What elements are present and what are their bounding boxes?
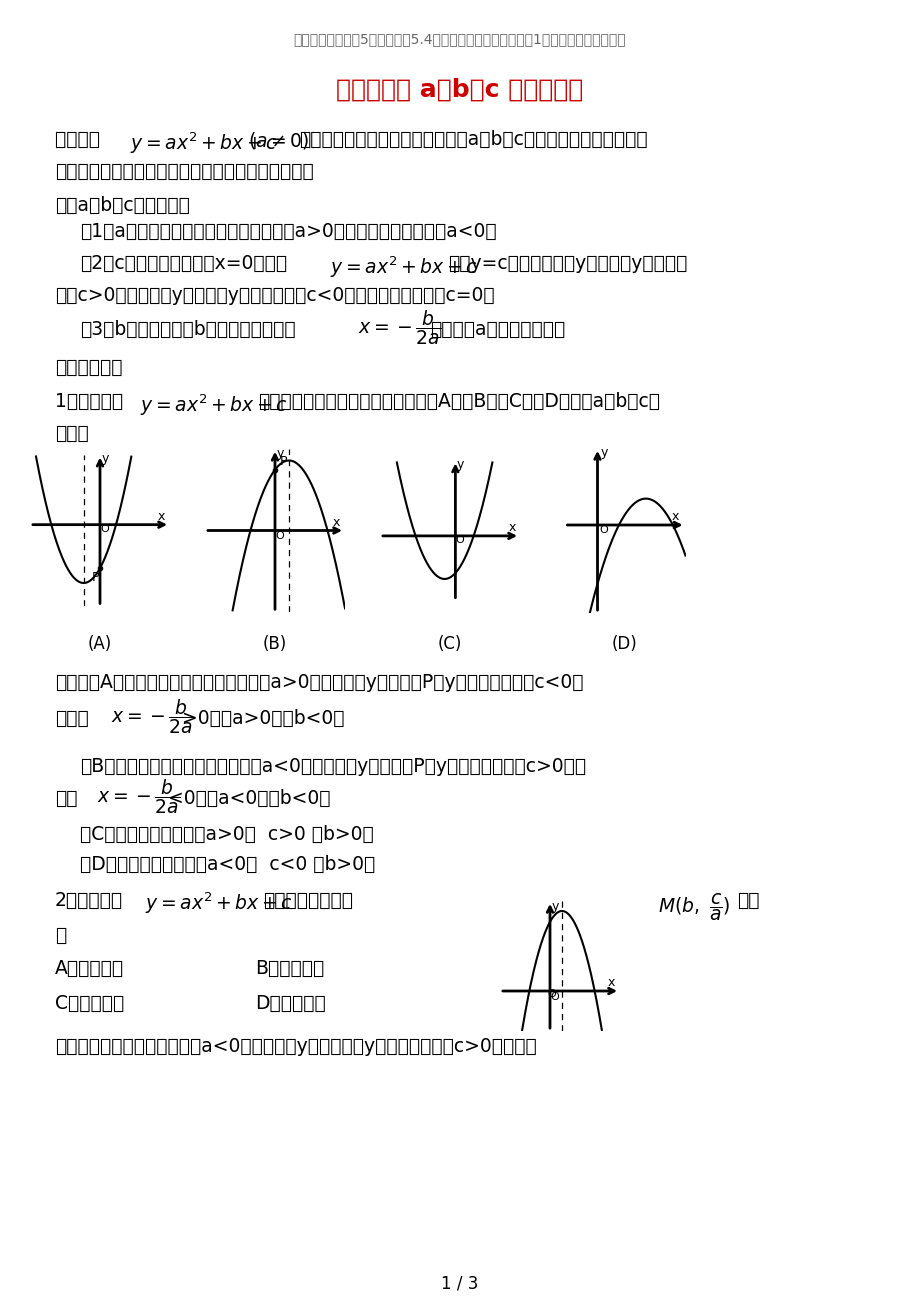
Text: 二次函数: 二次函数 (55, 130, 106, 148)
Text: 对称轴: 对称轴 (55, 710, 88, 728)
Text: 1、二次函数: 1、二次函数 (55, 392, 123, 411)
Text: 一、a，b，c符号的确定: 一、a，b，c符号的确定 (55, 197, 189, 215)
Text: O: O (550, 992, 559, 1003)
Text: 分析：抛物线的开口向下，故a<0；抛物线与y轴的交点在y轴的正半轴，故c>0。对称轴: 分析：抛物线的开口向下，故a<0；抛物线与y轴的交点在y轴的正半轴，故c>0。对… (55, 1036, 536, 1056)
Text: D、第四象限: D、第四象限 (255, 993, 325, 1013)
Text: （3）b符号的确定。b的符号要看对称轴: （3）b符号的确定。b的符号要看对称轴 (80, 320, 295, 339)
Text: 称轴: 称轴 (55, 789, 77, 809)
Text: O: O (455, 535, 464, 546)
Text: O: O (598, 525, 607, 535)
Text: x: x (671, 510, 678, 523)
Text: x: x (607, 975, 615, 988)
Text: P: P (92, 572, 99, 585)
Text: 九年级数学下册第5章二次函数5.4二次函数与一元二次方程（1）素材（新版）苏科版: 九年级数学下册第5章二次函数5.4二次函数与一元二次方程（1）素材（新版）苏科版 (293, 33, 626, 46)
Text: 二、应用举例: 二、应用举例 (55, 358, 122, 378)
Text: y: y (457, 458, 464, 471)
Text: y: y (551, 900, 559, 913)
Text: 二次函数中 a，b，c 符号的确定: 二次函数中 a，b，c 符号的确定 (336, 78, 583, 102)
Text: $M(b,\ \dfrac{c}{a})$: $M(b,\ \dfrac{c}{a})$ (657, 891, 730, 923)
Text: B、第二象限: B、第二象限 (255, 960, 323, 978)
Text: P: P (279, 456, 287, 469)
Text: $y=ax^{2}+bx+c$: $y=ax^{2}+bx+c$ (330, 254, 478, 280)
Text: y: y (102, 452, 109, 465)
Text: O: O (547, 990, 556, 999)
Text: 的图象如图，则点: 的图象如图，则点 (263, 891, 353, 910)
Text: （B）图中，抛物线的开口向下，故a<0；抛物线与y轴的交点P在y轴的正半轴，故c>0。对: （B）图中，抛物线的开口向下，故a<0；抛物线与y轴的交点P在y轴的正半轴，故c… (80, 756, 585, 776)
Text: $y=ax^{2}+bx+c$: $y=ax^{2}+bx+c$ (145, 891, 293, 917)
Text: 2、二次函数: 2、二次函数 (55, 891, 123, 910)
Text: 的图象分别如图所示，试分别判断（A）（B）（C）（D）图中a，b，c的: 的图象分别如图所示，试分别判断（A）（B）（C）（D）图中a，b，c的 (257, 392, 659, 411)
Text: A、第一象限: A、第一象限 (55, 960, 124, 978)
Text: 在（: 在（ (736, 891, 759, 910)
Text: $x=-\dfrac{b}{2a}$: $x=-\dfrac{b}{2a}$ (357, 309, 440, 346)
Text: 符号。: 符号。 (55, 424, 88, 443)
Text: （2）c符号的确定。因为x=0时，由: （2）c符号的确定。因为x=0时，由 (80, 254, 287, 273)
Text: 轴，c>0，抛物线与y轴交点在y轴的负半轴，c<0，抛物线经过原点，c=0。: 轴，c>0，抛物线与y轴交点在y轴的负半轴，c<0，抛物线经过原点，c=0。 (55, 286, 494, 305)
Text: 1 / 3: 1 / 3 (441, 1275, 478, 1293)
Text: (A): (A) (88, 635, 112, 654)
Text: O: O (100, 523, 109, 534)
Text: x: x (158, 510, 165, 523)
Text: （1）a符号的确定。抛物线的开口向上，a>0，抛物线的开口向下，a<0。: （1）a符号的确定。抛物线的开口向上，a>0，抛物线的开口向下，a<0。 (80, 223, 496, 241)
Text: ，再结合a的符号来确定。: ，再结合a的符号来确定。 (429, 320, 564, 339)
Text: 的图象是抛物线，利用图象来确定a，b，c的符号，是常见的问题，: 的图象是抛物线，利用图象来确定a，b，c的符号，是常见的问题， (299, 130, 647, 148)
Text: (C): (C) (437, 635, 461, 654)
Text: 分析：（A）图中，抛物线的开口向上，故a>0；抛物线与y轴的交点P在y轴的负半轴，故c<0。: 分析：（A）图中，抛物线的开口向上，故a>0；抛物线与y轴的交点P在y轴的负半轴… (55, 673, 583, 691)
Text: ）: ） (55, 926, 66, 945)
Text: <0，而a<0，故b<0。: <0，而a<0，故b<0。 (168, 789, 330, 809)
Text: $y=ax^{2}+bx+c$: $y=ax^{2}+bx+c$ (130, 130, 278, 155)
Text: x: x (333, 516, 340, 529)
Text: y: y (277, 447, 284, 460)
Text: (B): (B) (263, 635, 287, 654)
Text: (D): (D) (611, 635, 637, 654)
Text: $x=-\dfrac{b}{2a}$: $x=-\dfrac{b}{2a}$ (96, 777, 180, 816)
Text: x: x (508, 521, 516, 534)
Text: $y=ax^{2}+bx+c$: $y=ax^{2}+bx+c$ (140, 392, 288, 418)
Text: $(a\neq 0)$: $(a\neq 0)$ (248, 130, 309, 151)
Text: 解决的关键是对二次函数的图象和性质的正确理解。: 解决的关键是对二次函数的图象和性质的正确理解。 (55, 161, 313, 181)
Text: C、第三象限: C、第三象限 (55, 993, 124, 1013)
Text: 得，y=c，故抛物线与y轴交点在y轴的正半: 得，y=c，故抛物线与y轴交点在y轴的正半 (448, 254, 686, 273)
Text: O: O (275, 531, 284, 540)
Text: >0，而a>0，故b<0。: >0，而a>0，故b<0。 (182, 710, 344, 728)
Text: y: y (600, 445, 607, 458)
Text: （C）图中（过程略），a>0，  c>0 ，b>0。: （C）图中（过程略），a>0， c>0 ，b>0。 (80, 825, 373, 844)
Text: （D）图中（过程略），a<0，  c<0 ，b>0。: （D）图中（过程略），a<0， c<0 ，b>0。 (80, 855, 375, 874)
Text: $x=-\dfrac{b}{2a}$: $x=-\dfrac{b}{2a}$ (111, 697, 194, 736)
